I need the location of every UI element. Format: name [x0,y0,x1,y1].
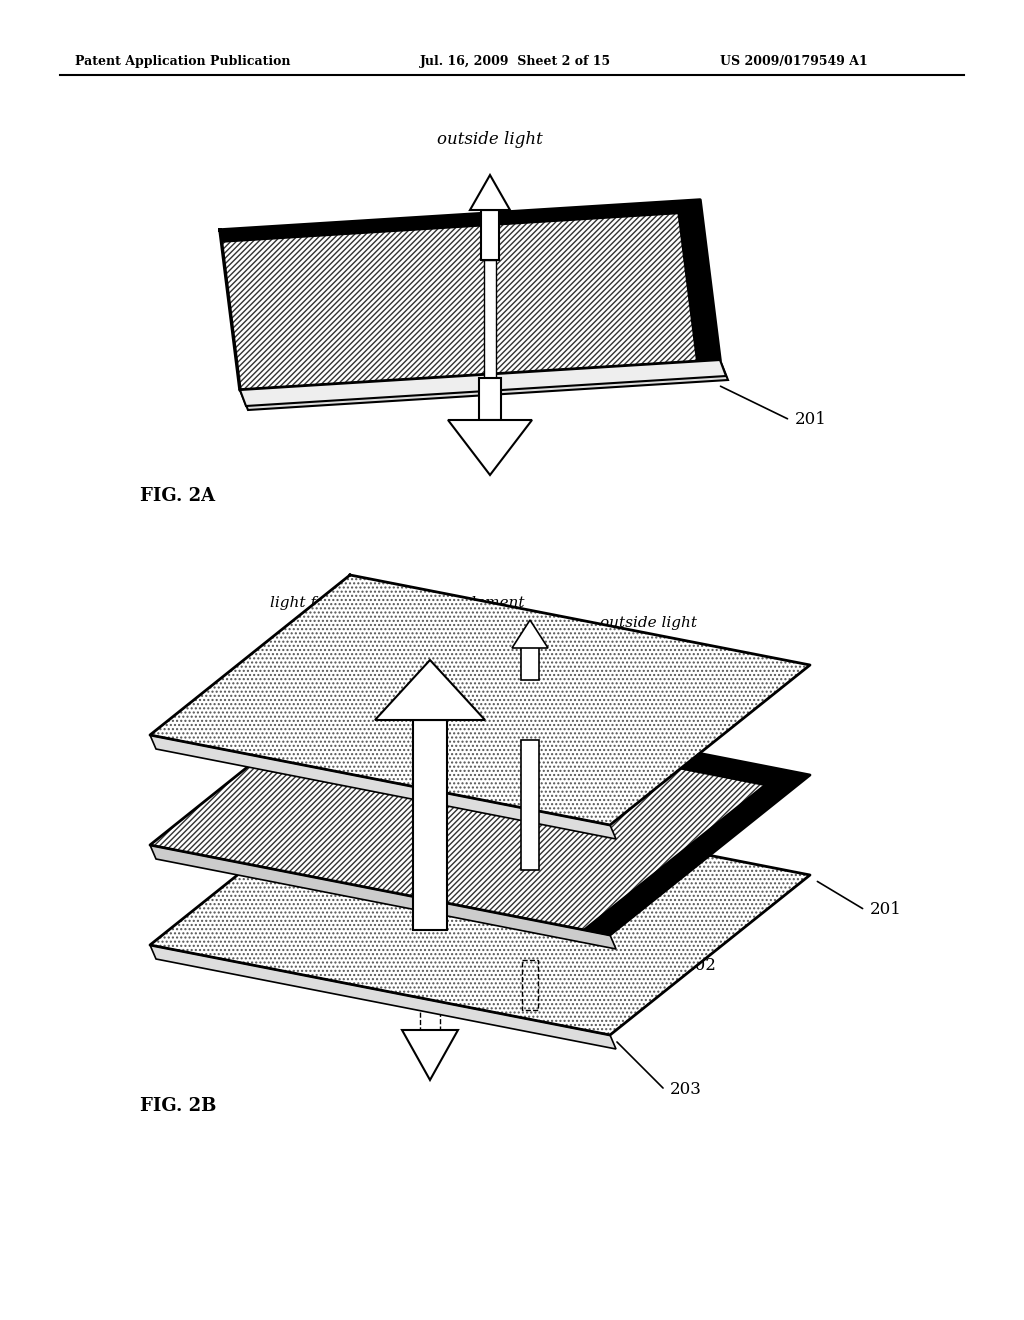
Polygon shape [240,360,728,411]
Polygon shape [484,260,496,378]
Text: Patent Application Publication: Patent Application Publication [75,55,291,69]
Polygon shape [481,210,499,260]
Polygon shape [676,201,720,362]
Text: light from light emitting element: light from light emitting element [270,597,524,610]
Polygon shape [470,176,510,210]
Polygon shape [150,735,616,840]
Text: FIG. 2A: FIG. 2A [140,487,215,506]
Polygon shape [375,660,485,719]
Polygon shape [150,576,810,825]
Polygon shape [240,360,726,407]
Polygon shape [479,378,501,420]
Polygon shape [521,635,539,680]
Polygon shape [220,201,720,389]
Text: 201: 201 [870,902,902,919]
Text: outside light: outside light [437,131,543,148]
Text: 202: 202 [685,957,717,974]
Polygon shape [583,770,810,935]
Polygon shape [449,420,532,475]
Polygon shape [150,785,810,1035]
Text: 201: 201 [795,412,826,429]
Text: outside light: outside light [600,616,697,630]
Text: US 2009/0179549 A1: US 2009/0179549 A1 [720,55,867,69]
Polygon shape [150,685,810,935]
Polygon shape [330,685,810,791]
Text: FIG. 2B: FIG. 2B [140,1097,216,1115]
Polygon shape [402,1030,458,1080]
Polygon shape [150,845,616,949]
Polygon shape [220,201,701,243]
Polygon shape [521,741,539,870]
Polygon shape [150,945,616,1049]
Text: 203: 203 [670,1081,701,1098]
Polygon shape [512,620,548,648]
Polygon shape [413,719,447,931]
Polygon shape [420,965,440,1030]
Text: Jul. 16, 2009  Sheet 2 of 15: Jul. 16, 2009 Sheet 2 of 15 [420,55,611,69]
